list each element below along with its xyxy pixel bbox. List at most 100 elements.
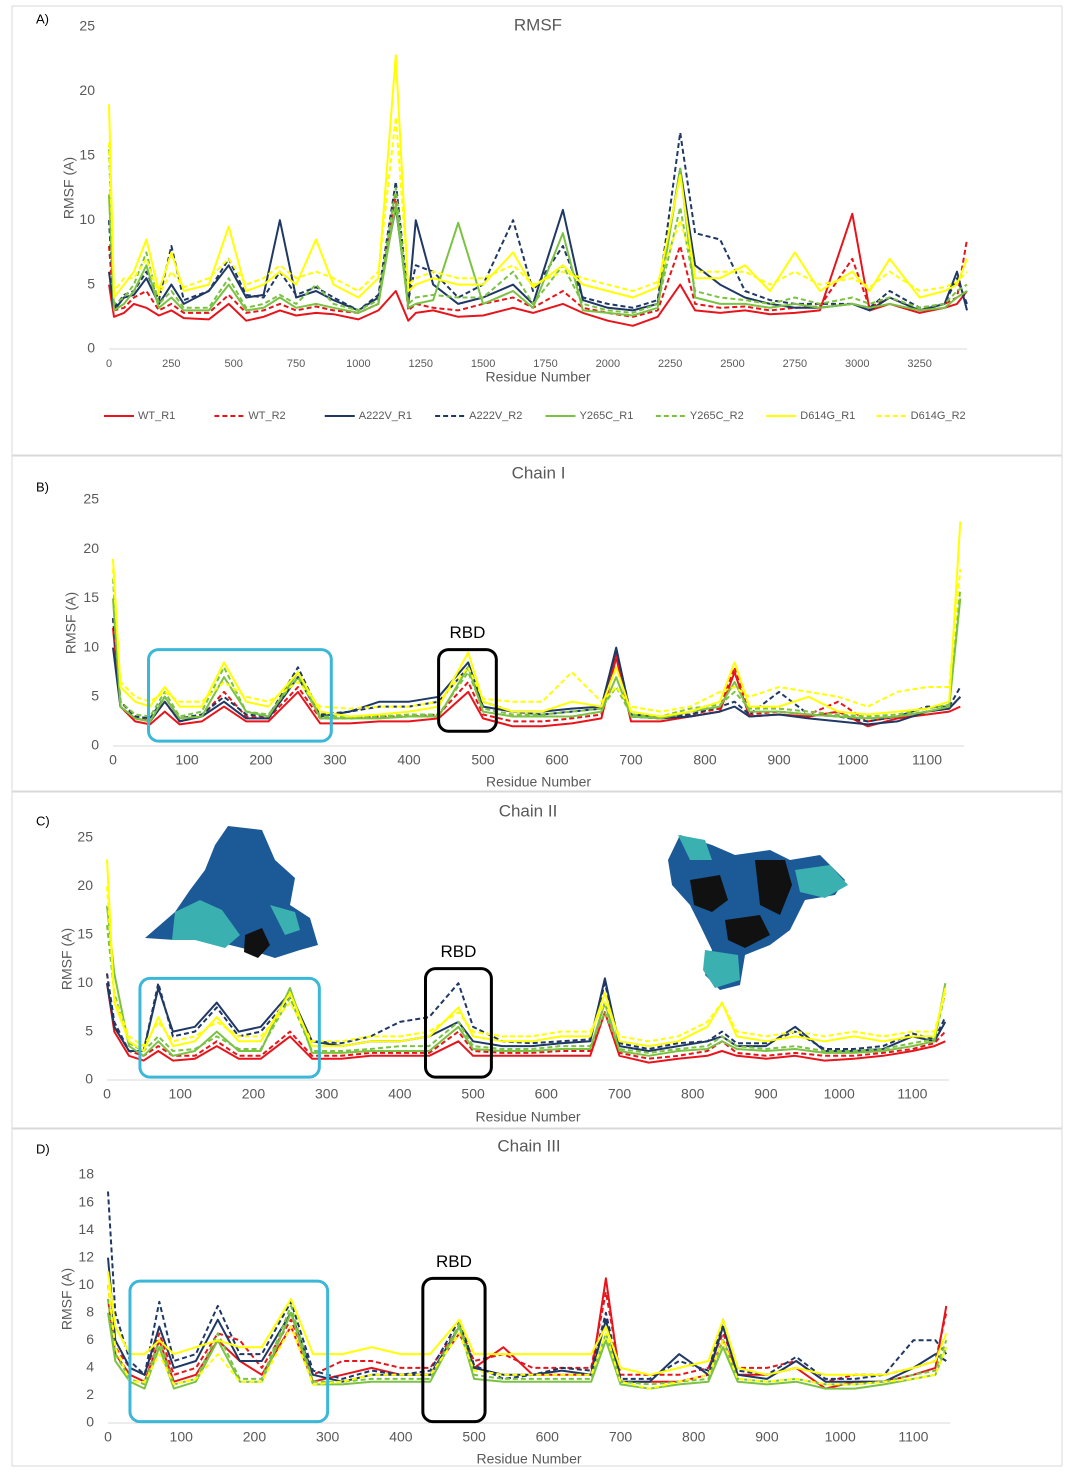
panel-label: D) <box>36 1141 50 1156</box>
y-tick-label: 10 <box>78 1276 94 1292</box>
x-axis-label: Residue Number <box>475 1109 580 1125</box>
x-tick-label: 700 <box>609 1429 633 1445</box>
y-tick-label: 15 <box>83 589 99 605</box>
legend-label: Y265C_R2 <box>690 410 744 422</box>
y-tick-label: 2 <box>86 1386 94 1402</box>
y-tick-label: 10 <box>83 638 99 654</box>
legend-label: A222V_R2 <box>469 410 522 422</box>
x-tick-label: 900 <box>755 1429 779 1445</box>
legend-label: WT_R1 <box>138 410 175 422</box>
x-tick-label: 2500 <box>720 358 744 370</box>
y-tick-label: 5 <box>87 275 95 291</box>
y-tick-label: 0 <box>87 340 95 356</box>
x-tick-label: 300 <box>315 1086 339 1102</box>
y-tick-label: 20 <box>77 877 93 893</box>
y-tick-label: 18 <box>78 1166 94 1182</box>
x-tick-label: 1250 <box>409 358 433 370</box>
y-tick-label: 25 <box>83 491 99 507</box>
y-tick-label: 12 <box>78 1248 94 1264</box>
legend-label: D614G_R1 <box>800 410 855 422</box>
x-tick-label: 0 <box>109 752 117 768</box>
y-tick-label: 10 <box>77 974 93 990</box>
y-tick-label: 15 <box>79 147 95 163</box>
x-tick-label: 200 <box>249 752 273 768</box>
legend-label: WT_R2 <box>248 410 285 422</box>
x-tick-label: 100 <box>175 752 199 768</box>
x-tick-label: 1500 <box>471 358 495 370</box>
highlight-label: RBD <box>436 1252 472 1271</box>
x-tick-label: 0 <box>103 1086 111 1102</box>
y-tick-label: 25 <box>79 18 95 34</box>
x-axis-label: Residue Number <box>485 369 590 385</box>
highlight-label: RBD <box>440 942 476 961</box>
x-tick-label: 300 <box>316 1429 340 1445</box>
x-tick-label: 1000 <box>837 752 868 768</box>
y-axis-label: RMSF (A) <box>61 157 77 219</box>
x-tick-label: 800 <box>682 1429 706 1445</box>
x-tick-label: 800 <box>681 1086 705 1102</box>
x-tick-label: 1100 <box>912 752 942 768</box>
x-tick-label: 1100 <box>897 1086 927 1102</box>
x-tick-label: 3250 <box>907 358 931 370</box>
x-tick-label: 600 <box>536 1429 560 1445</box>
x-tick-label: 900 <box>754 1086 778 1102</box>
x-tick-label: 750 <box>287 358 305 370</box>
x-tick-label: 1750 <box>533 358 557 370</box>
x-tick-label: 2750 <box>783 358 807 370</box>
panel-label: A) <box>36 11 49 26</box>
y-tick-label: 5 <box>85 1022 93 1038</box>
x-tick-label: 500 <box>471 752 495 768</box>
x-tick-label: 500 <box>461 1086 485 1102</box>
highlight-label: RBD <box>450 623 486 642</box>
y-tick-label: 20 <box>83 540 99 556</box>
panel-label: B) <box>36 479 49 494</box>
x-tick-label: 400 <box>397 752 421 768</box>
x-tick-label: 1000 <box>825 1429 856 1445</box>
panel-label: C) <box>36 813 50 828</box>
y-tick-label: 10 <box>79 211 95 227</box>
y-tick-label: 16 <box>78 1193 94 1209</box>
y-tick-label: 8 <box>86 1303 94 1319</box>
y-tick-label: 20 <box>79 82 95 98</box>
chart-title: Chain I <box>512 463 566 482</box>
x-tick-label: 400 <box>388 1086 412 1102</box>
legend-label: Y265C_R1 <box>580 410 634 422</box>
y-tick-label: 25 <box>77 829 93 845</box>
x-tick-label: 700 <box>619 752 643 768</box>
x-tick-label: 200 <box>243 1429 267 1445</box>
y-axis-label: RMSF (A) <box>63 592 79 654</box>
x-tick-label: 1100 <box>898 1429 928 1445</box>
chart-title: Chain II <box>499 801 558 820</box>
x-tick-label: 3000 <box>845 358 869 370</box>
x-tick-label: 1000 <box>824 1086 855 1102</box>
x-tick-label: 0 <box>106 358 112 370</box>
y-tick-label: 5 <box>91 688 99 704</box>
x-tick-label: 700 <box>608 1086 632 1102</box>
figure: A)RMSFResidue NumberRMSF (A)051015202502… <box>0 0 1065 1467</box>
y-tick-label: 0 <box>91 737 99 753</box>
x-tick-label: 900 <box>767 752 791 768</box>
legend-label: D614G_R2 <box>911 410 966 422</box>
x-tick-label: 800 <box>693 752 717 768</box>
x-tick-label: 300 <box>323 752 347 768</box>
x-tick-label: 250 <box>162 358 180 370</box>
y-tick-label: 0 <box>86 1414 94 1430</box>
x-tick-label: 2250 <box>658 358 682 370</box>
x-tick-label: 200 <box>242 1086 266 1102</box>
x-tick-label: 500 <box>225 358 243 370</box>
y-tick-label: 15 <box>77 926 93 942</box>
y-axis-label: RMSF (A) <box>59 1268 75 1330</box>
x-tick-label: 100 <box>169 1086 193 1102</box>
x-tick-label: 1000 <box>346 358 370 370</box>
legend-label: A222V_R1 <box>359 410 412 422</box>
x-tick-label: 0 <box>104 1429 112 1445</box>
x-axis-label: Residue Number <box>486 774 591 790</box>
x-tick-label: 100 <box>170 1429 194 1445</box>
chart-title: Chain III <box>497 1136 560 1155</box>
x-axis-label: Residue Number <box>476 1451 581 1467</box>
x-tick-label: 2000 <box>596 358 620 370</box>
y-tick-label: 0 <box>85 1071 93 1087</box>
x-tick-label: 600 <box>545 752 569 768</box>
chart-title: RMSF <box>514 15 562 34</box>
background <box>0 0 1065 1467</box>
